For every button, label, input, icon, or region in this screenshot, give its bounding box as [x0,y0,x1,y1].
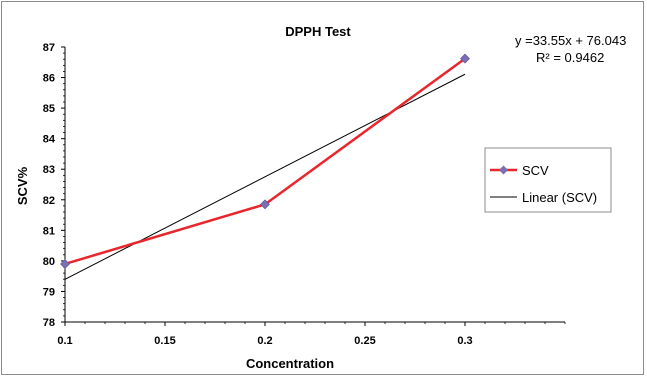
trendline-r2: R² = 0.9462 [536,50,604,65]
x-tick-label: 0.2 [257,335,272,347]
x-axis-title: Concentration [246,356,334,371]
y-axis-ticks: 78 79 80 81 82 83 84 85 86 87 [43,42,65,329]
y-tick-label: 83 [43,164,55,176]
y-tick-label: 79 [43,286,55,298]
chart-title: DPPH Test [285,24,351,39]
x-tick-label: 0.15 [154,335,175,347]
series-line-scv [64,57,466,266]
y-tick-label: 78 [43,317,55,329]
series-layer [60,53,470,269]
y-tick-label: 87 [43,42,55,54]
x-axis-ticks: 0.1 0.15 0.2 0.25 0.3 [57,322,566,347]
data-point-scv [260,199,270,210]
legend-label-linear: Linear (SCV) [522,190,597,205]
y-tick-label: 81 [43,225,55,237]
data-point-scv [460,53,470,64]
trendline-linear-scv [64,73,466,280]
x-tick-label: 0.25 [354,335,375,347]
trendline-layer [64,73,466,280]
y-tick-label: 84 [43,134,56,146]
trendline-equation: y =33.55x + 76.043 [515,33,626,48]
x-tick-label: 0.3 [457,335,472,347]
legend-marker-scv [499,165,508,175]
legend-label-scv: SCV [522,163,549,178]
x-tick-label: 0.1 [57,335,72,347]
y-tick-label: 80 [43,256,55,268]
y-tick-label: 86 [43,73,55,85]
legend: SCV Linear (SCV) [484,147,612,213]
data-point-scv [60,259,70,269]
y-tick-label: 82 [43,195,55,207]
y-tick-label: 85 [43,103,55,115]
axes [64,47,565,323]
y-axis-title: SCV% [15,166,30,205]
legend-box [484,147,612,213]
